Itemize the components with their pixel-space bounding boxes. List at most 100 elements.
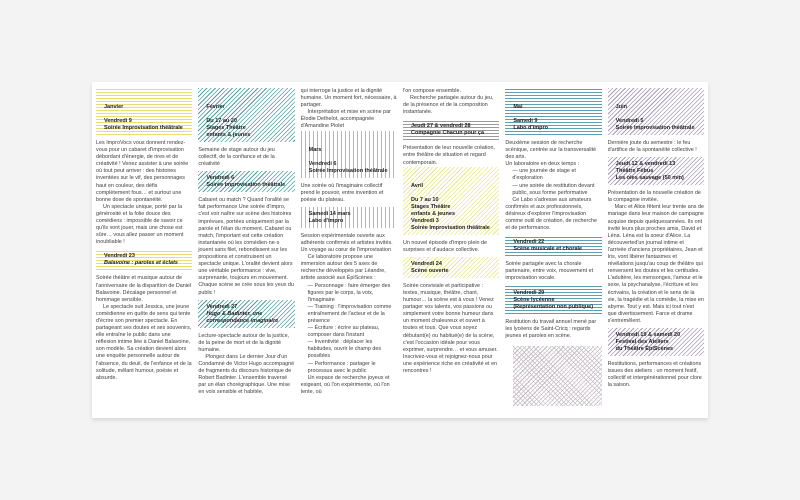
event-header: Vendredi 27 Hugo & Badinter, une correspo… <box>198 299 295 328</box>
event-title: Soirée Improvisation théâtrale <box>308 167 388 174</box>
paragraph: Dernière joute du semestre : le feu d'ar… <box>607 140 697 154</box>
decorative-pattern <box>513 345 602 406</box>
event-title: (Représentation non publique) <box>513 303 594 310</box>
month-header: Avril Du 7 au 10 Stages Théâtre enfants & j… <box>403 166 500 235</box>
event-date: Vendredi 29 <box>513 289 545 296</box>
event-header: Vendredi 22 Scène musicale et chorale <box>505 235 602 257</box>
paragraph: Soirée partagée avec la chorale partenai… <box>505 261 594 282</box>
program-column: Juin Vendredi 5 Soirée Improvisation théât… <box>607 88 704 418</box>
paragraph: Deuxième session de recherche scénique, … <box>505 140 597 161</box>
event-title: Balavoine : paroles et éclats <box>104 260 178 267</box>
month-title: Mai <box>513 104 523 110</box>
paragraph: Restitutions, performances et créations … <box>607 360 702 389</box>
event-title: Les oies sauvage (50 min) <box>615 175 684 182</box>
paragraph: Le spectacle suit Jessica, une jeune com… <box>96 303 192 381</box>
event-date: Samedi 9 <box>513 118 538 124</box>
paragraph: Soirée théâtre et musique autour de l'an… <box>96 275 192 303</box>
event-header: Vendredi 19 & samedi 20 Festival des Atel… <box>607 327 704 356</box>
event-title: Soirée Improvisation théâtrale <box>615 125 695 131</box>
month-header: Mai Samedi 9 Labo d'impro <box>505 88 602 135</box>
paragraph: Restitution du travail annuel mené par l… <box>505 318 597 339</box>
program-column: Février Du 17 au 20 Stages Théâtre enfants … <box>198 88 295 418</box>
paragraph: Une soirée où l'imaginaire collectif pre… <box>300 182 384 203</box>
paragraph: Recherche partagée autour du jeu, de la … <box>403 95 494 116</box>
program-column: l'on compose ensemble. Recherche partagée… <box>403 88 500 418</box>
month-header: Mars Vendredi 6 Soirée Improvisation théât… <box>300 130 397 178</box>
paragraph: Un espace de recherche joyeux et exigean… <box>300 374 390 395</box>
event-date: Vendredi 22 <box>513 239 545 246</box>
program-column: qui interroge la justice et la dignité h… <box>300 88 397 418</box>
brochure-page: Janvier Vendredi 9 Soirée Improvisation th… <box>92 82 708 418</box>
paragraph: Soirée conviviale et participative : tex… <box>403 282 498 374</box>
event-title: Festival des Ateliers <box>615 338 669 345</box>
paragraph: qui interroge la justice et la dignité h… <box>300 88 397 109</box>
paragraph: — une soirée de restitution devant publi… <box>512 182 595 196</box>
event-date: Du 7 au 10 <box>411 196 439 203</box>
paragraph: Un nouvel épisode d'impro plein de surpr… <box>403 239 488 253</box>
event-header: Vendredi 29 Scène lycéenne (Représentation… <box>505 285 602 314</box>
month-header: Juin Vendredi 5 Soirée Improvisation théât… <box>607 88 704 135</box>
paragraph: Lecture-spectacle autour de la justice, … <box>198 332 290 353</box>
event-date: Jeudi 12 & vendredi 13 <box>615 161 676 168</box>
event-date: Vendredi 6 <box>308 160 337 167</box>
event-date: Samedi 14 mars <box>308 210 351 217</box>
event-title: Labo d'impro <box>513 125 548 131</box>
event-date: Du 17 au 20 <box>206 118 237 124</box>
paragraph: Plongez dans Le dernier Jour d'un Condam… <box>198 353 295 396</box>
event-header: Jeudi 27 & vendredi 28 Compagnie Chacun p… <box>403 119 500 141</box>
event-date: Vendredi 19 & samedi 20 <box>615 331 681 338</box>
event-date: Vendredi 23 <box>104 253 135 260</box>
paragraph: — une journée de stage et d'exploration <box>512 168 576 182</box>
paragraph: Un laboratoire en deux temps : <box>505 161 580 168</box>
paragraph: Un spectacle unique, porté par la généro… <box>96 203 184 246</box>
event-date: Vendredi 24 <box>411 260 442 267</box>
paragraph: l'on compose ensemble. <box>403 88 461 94</box>
event-date: Vendredi 5 <box>615 118 644 124</box>
event-title: Soirée Improvisation théâtrale <box>104 125 183 131</box>
event-header: Samedi 14 mars Labo d'impro <box>300 206 397 228</box>
paragraph: — Personnage : faire émerger des figures… <box>307 282 391 303</box>
month-title: Janvier <box>104 104 124 110</box>
paragraph: Présentation de leur nouvelle création, … <box>403 145 495 166</box>
event-title: Labo d'impro <box>308 217 344 224</box>
event-title: Hugo & Badinter, une correspondance imag… <box>206 310 279 324</box>
event-title: du Théâtre ÉpiScènes <box>615 345 674 352</box>
event-title: Stages Théâtre <box>411 203 451 210</box>
event-title: Scène lycéenne <box>513 296 555 303</box>
program-column: Janvier Vendredi 9 Soirée Improvisation th… <box>96 88 193 418</box>
paragraph: Les ImproVocs vous donnent rendez-vous p… <box>96 140 189 203</box>
event-date: Vendredi 9 <box>104 118 132 124</box>
paragraph: Interprétation et mise en scène par Élod… <box>300 109 391 130</box>
event-title: enfants & jeunes <box>206 132 251 138</box>
event-header: Vendredi 6 Soirée Improvisation théâtrale <box>198 171 295 193</box>
paragraph: Présentation de la nouvelle création de … <box>607 190 701 204</box>
month-title: Mars <box>308 146 322 153</box>
paragraph: Cabaret ou match ? Quand l'oralité se fa… <box>198 197 294 296</box>
event-title: Stages Théâtre <box>206 125 246 131</box>
event-title: enfants & jeunes <box>411 210 456 217</box>
event-date: Vendredi 27 <box>206 303 238 310</box>
paragraph: Ce Labo s'adresse aux amateurs confirmés… <box>505 196 598 232</box>
event-title: Scène ouverte <box>411 267 449 274</box>
program-column: Mai Samedi 9 Labo d'impro Deuxième session … <box>505 88 602 418</box>
paragraph: Semaine de stage autour du jeu collectif… <box>198 147 275 168</box>
event-header: Vendredi 24 Scène ouverte <box>403 256 500 278</box>
event-title: Vendredi 3 <box>411 217 439 224</box>
event-title: Soirée Improvisation théâtrale <box>206 182 286 189</box>
paragraph: — Écriture : écrire au plateau, composer… <box>307 325 380 339</box>
event-date: Jeudi 27 & vendredi 28 <box>411 123 471 130</box>
month-header: Janvier Vendredi 9 Soirée Improvisation th… <box>96 88 193 135</box>
paragraph: Ce laboratoire propose une immersion aut… <box>300 254 386 282</box>
event-date: Vendredi 6 <box>206 175 235 182</box>
event-title: Scène musicale et chorale <box>513 246 583 253</box>
paragraph: — Performance : partager le processus av… <box>307 360 376 374</box>
event-title: Théâtre Fébus <box>615 168 654 175</box>
paragraph: Session expérimentale ouverte aux adhére… <box>300 232 393 254</box>
paragraph: — Inventivité : déplacer les habitudes, … <box>307 339 382 360</box>
event-title: Soirée Improvisation théâtrale <box>411 224 490 231</box>
month-title: Février <box>206 104 225 110</box>
event-header: Jeudi 12 & vendredi 13 Théâtre Fébus Les o… <box>607 157 704 186</box>
paragraph: — Training : l'improvisation comme entra… <box>307 303 392 324</box>
event-title: Compagnie Chacun pour ça <box>411 130 485 137</box>
event-header: Vendredi 23 Balavoine : paroles et éclats <box>96 249 193 271</box>
